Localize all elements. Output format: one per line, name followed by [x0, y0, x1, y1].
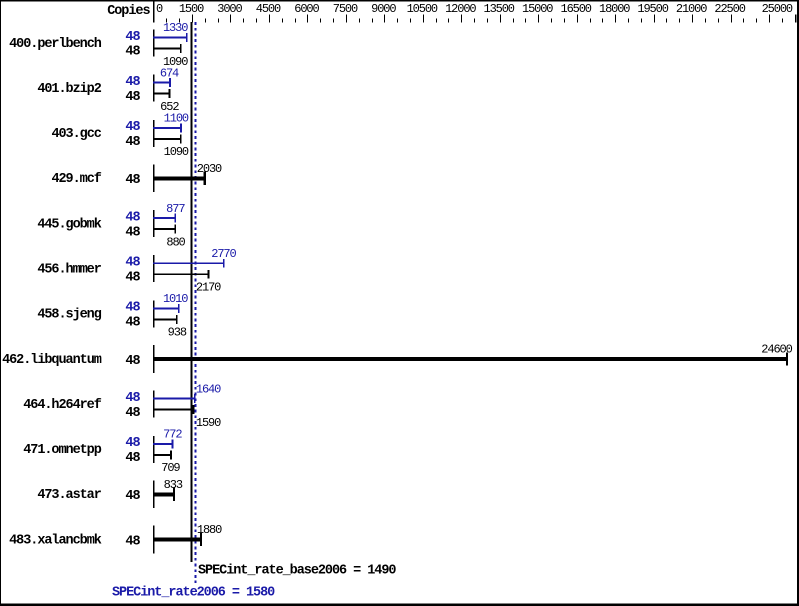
svg-text:674: 674 — [160, 66, 179, 80]
svg-text:Copies: Copies — [107, 4, 150, 19]
svg-text:48: 48 — [125, 451, 140, 466]
svg-text:445.gobmk: 445.gobmk — [37, 217, 101, 232]
svg-text:7500: 7500 — [333, 2, 358, 16]
svg-text:2030: 2030 — [197, 162, 222, 176]
svg-text:473.astar: 473.astar — [37, 488, 101, 503]
svg-text:833: 833 — [164, 478, 183, 492]
svg-text:4500: 4500 — [256, 2, 281, 16]
svg-text:18000: 18000 — [599, 2, 630, 16]
svg-text:48: 48 — [125, 75, 140, 90]
svg-text:401.bzip2: 401.bzip2 — [37, 82, 101, 97]
svg-text:471.omnetpp: 471.omnetpp — [23, 443, 102, 458]
svg-text:48: 48 — [125, 316, 140, 331]
svg-text:652: 652 — [160, 100, 179, 114]
svg-text:2770: 2770 — [211, 247, 236, 261]
svg-text:SPECint_rate2006 = 1580: SPECint_rate2006 = 1580 — [112, 586, 275, 601]
svg-text:6000: 6000 — [294, 2, 319, 16]
svg-text:1500: 1500 — [179, 2, 204, 16]
svg-text:48: 48 — [125, 391, 140, 406]
svg-text:1640: 1640 — [196, 382, 221, 396]
svg-text:48: 48 — [125, 90, 140, 105]
svg-text:25000: 25000 — [762, 2, 793, 16]
svg-text:48: 48 — [125, 135, 140, 150]
svg-text:1590: 1590 — [196, 416, 221, 430]
svg-text:13500: 13500 — [483, 2, 514, 16]
svg-text:1010: 1010 — [163, 292, 188, 306]
svg-text:3000: 3000 — [217, 2, 242, 16]
svg-text:48: 48 — [125, 256, 140, 271]
svg-text:48: 48 — [125, 210, 140, 225]
svg-text:403.gcc: 403.gcc — [51, 127, 101, 142]
svg-text:24600: 24600 — [761, 343, 792, 357]
svg-text:48: 48 — [125, 354, 140, 369]
svg-text:464.h264ref: 464.h264ref — [23, 398, 102, 413]
svg-text:12000: 12000 — [445, 2, 476, 16]
svg-text:SPECint_rate_base2006 = 1490: SPECint_rate_base2006 = 1490 — [198, 564, 396, 579]
svg-text:19500: 19500 — [637, 2, 668, 16]
svg-text:880: 880 — [166, 236, 185, 250]
svg-text:21000: 21000 — [676, 2, 707, 16]
svg-text:16500: 16500 — [560, 2, 591, 16]
svg-text:48: 48 — [125, 270, 140, 285]
svg-text:48: 48 — [125, 534, 140, 549]
svg-text:10500: 10500 — [407, 2, 438, 16]
svg-text:458.sjeng: 458.sjeng — [37, 308, 101, 323]
svg-text:429.mcf: 429.mcf — [51, 172, 101, 187]
svg-text:48: 48 — [125, 489, 140, 504]
svg-text:48: 48 — [125, 120, 140, 135]
svg-text:0: 0 — [156, 2, 163, 16]
svg-text:1090: 1090 — [163, 55, 188, 69]
svg-text:48: 48 — [125, 45, 140, 60]
svg-text:1100: 1100 — [164, 112, 189, 126]
svg-text:772: 772 — [163, 428, 182, 442]
svg-text:1090: 1090 — [164, 145, 189, 159]
svg-text:709: 709 — [161, 461, 180, 475]
svg-text:462.libquantum: 462.libquantum — [2, 353, 102, 368]
svg-text:22500: 22500 — [714, 2, 745, 16]
svg-text:48: 48 — [125, 301, 140, 316]
svg-text:400.perlbench: 400.perlbench — [9, 37, 102, 52]
svg-text:48: 48 — [125, 406, 140, 421]
svg-text:9000: 9000 — [371, 2, 396, 16]
svg-text:2170: 2170 — [196, 281, 221, 295]
svg-text:456.hmmer: 456.hmmer — [37, 263, 101, 278]
svg-text:1880: 1880 — [197, 523, 222, 537]
svg-text:48: 48 — [125, 225, 140, 240]
svg-text:1330: 1330 — [163, 21, 188, 35]
svg-text:48: 48 — [125, 436, 140, 451]
svg-text:15000: 15000 — [522, 2, 553, 16]
svg-text:48: 48 — [125, 173, 140, 188]
svg-text:877: 877 — [166, 202, 185, 216]
svg-text:48: 48 — [125, 30, 140, 45]
svg-text:483.xalancbmk: 483.xalancbmk — [9, 533, 102, 548]
svg-text:938: 938 — [168, 326, 187, 340]
